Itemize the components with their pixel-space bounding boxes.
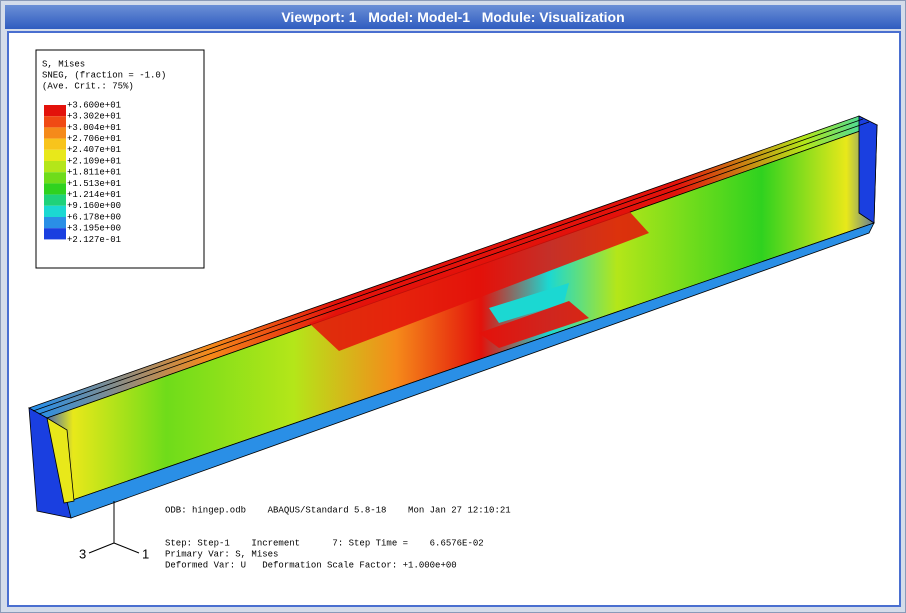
legend-value: +3.302e+01 — [67, 112, 121, 122]
legend-value: +2.127e-01 — [67, 235, 121, 245]
legend-value: +1.214e+01 — [67, 190, 121, 200]
info-step: Step: Step-1 Increment 7: Step Time = 6.… — [165, 538, 484, 548]
info-odb: ODB: hingep.odb ABAQUS/Standard 5.8-18 M… — [165, 505, 511, 515]
legend-heading: (Ave. Crit.: 75%) — [42, 81, 134, 91]
legend-value: +6.178e+00 — [67, 212, 121, 222]
legend-swatch — [44, 139, 66, 150]
legend-swatch — [44, 183, 66, 194]
legend-value: +3.004e+01 — [67, 123, 121, 133]
legend-swatch — [44, 161, 66, 172]
legend-swatch — [44, 172, 66, 183]
viewport-title: Viewport: 1 Model: Model-1 Module: Visua… — [5, 5, 901, 29]
legend-value: +2.109e+01 — [67, 156, 121, 166]
legend-value: +3.195e+00 — [67, 224, 121, 234]
legend-swatch — [44, 105, 66, 116]
legend-value: +3.600e+01 — [67, 100, 121, 110]
legend-swatch — [44, 127, 66, 138]
triad-label: 3 — [79, 546, 86, 561]
triad-label: 1 — [142, 546, 149, 561]
legend-value: +2.706e+01 — [67, 134, 121, 144]
legend-swatch — [44, 206, 66, 217]
legend-value: +1.513e+01 — [67, 179, 121, 189]
legend-swatch — [44, 228, 66, 239]
info-deformed: Deformed Var: U Deformation Scale Factor… — [165, 560, 457, 570]
legend-swatch — [44, 217, 66, 228]
info-primary: Primary Var: S, Mises — [165, 549, 278, 559]
legend-heading: SNEG, (fraction = -1.0) — [42, 70, 166, 80]
legend-value: +2.407e+01 — [67, 145, 121, 155]
legend-value: +1.811e+01 — [67, 168, 121, 178]
legend-heading: S, Mises — [42, 59, 85, 69]
window: Viewport: 1 Model: Model-1 Module: Visua… — [0, 0, 906, 613]
legend-swatch — [44, 116, 66, 127]
legend-swatch — [44, 195, 66, 206]
legend-value: +9.160e+00 — [67, 201, 121, 211]
legend-swatch — [44, 150, 66, 161]
